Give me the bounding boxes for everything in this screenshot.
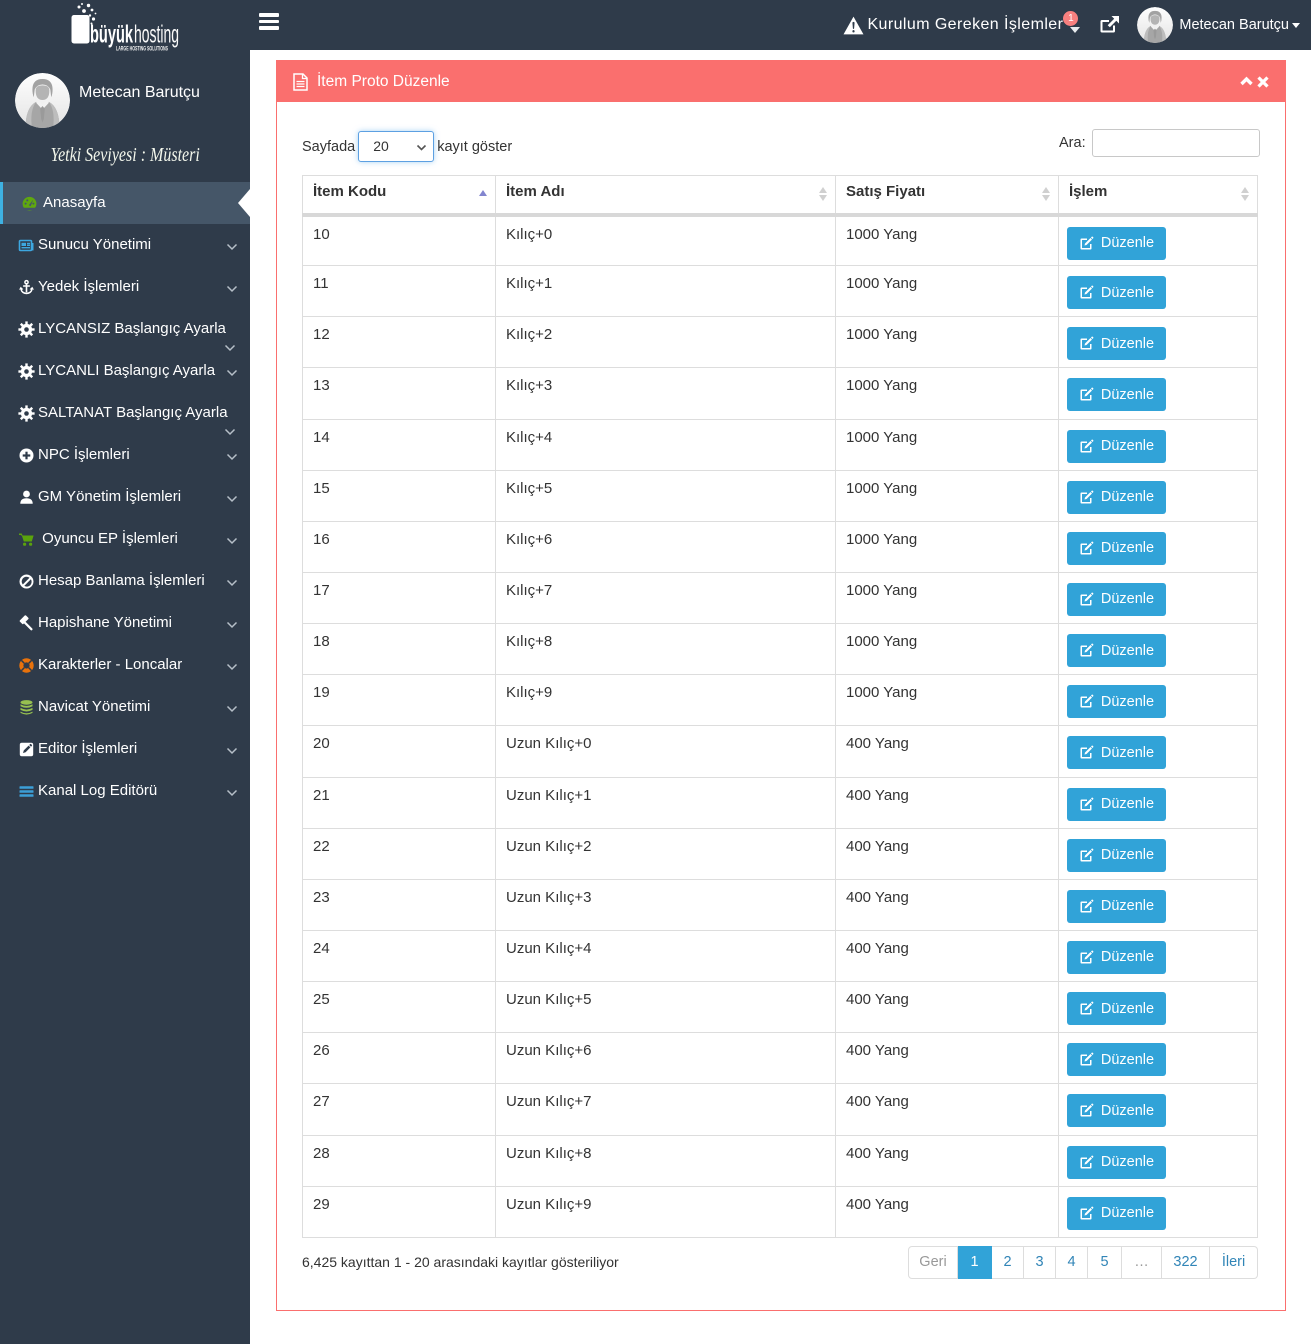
svg-text:hosting: hosting (134, 21, 179, 49)
svg-text:LARGE HOSTING SOLUTIONS: LARGE HOSTING SOLUTIONS (116, 46, 168, 53)
svg-text:büyük: büyük (90, 21, 133, 49)
